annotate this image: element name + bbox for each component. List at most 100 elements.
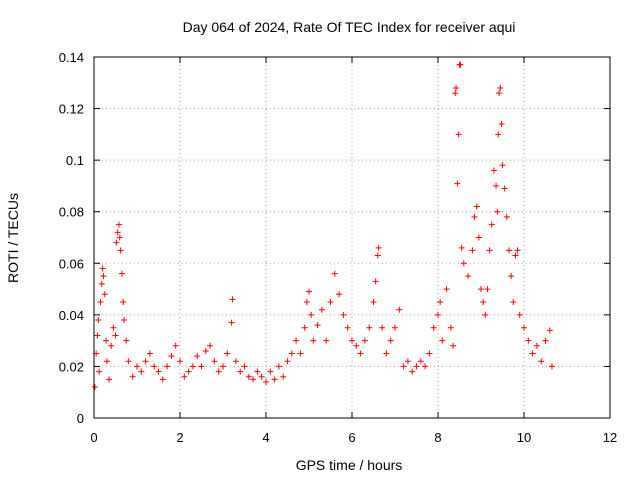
data-point xyxy=(263,378,269,385)
data-point xyxy=(275,363,282,370)
data-point xyxy=(113,239,120,246)
data-point xyxy=(115,221,122,228)
data-point xyxy=(349,337,355,344)
data-point xyxy=(215,368,222,375)
data-point xyxy=(293,337,300,344)
data-point xyxy=(499,162,506,169)
data-point xyxy=(548,363,555,370)
data-point xyxy=(417,358,424,365)
data-point xyxy=(202,347,209,354)
data-point xyxy=(533,342,540,349)
data-point xyxy=(241,363,248,370)
data-point xyxy=(484,286,491,293)
data-point xyxy=(207,342,214,349)
data-point xyxy=(254,368,261,375)
data-point xyxy=(318,306,325,313)
data-point xyxy=(430,324,437,331)
data-point xyxy=(189,363,196,370)
data-point xyxy=(94,332,101,339)
y-axis-label: ROTI / TECUs xyxy=(5,193,21,283)
data-point xyxy=(450,342,457,349)
data-point xyxy=(245,373,252,380)
data-point xyxy=(172,342,179,349)
data-point xyxy=(331,270,338,277)
data-point xyxy=(480,298,487,305)
data-point xyxy=(452,90,459,97)
data-point xyxy=(284,358,291,365)
data-point xyxy=(514,247,521,254)
data-point xyxy=(542,337,549,344)
data-point xyxy=(486,247,493,254)
data-point xyxy=(288,350,295,357)
y-tick-label: 0.1 xyxy=(66,153,84,168)
data-point xyxy=(501,185,508,192)
grid xyxy=(94,57,610,418)
data-point xyxy=(303,298,310,305)
data-point xyxy=(460,260,467,267)
data-point xyxy=(516,311,523,318)
data-point xyxy=(258,373,265,380)
data-point xyxy=(496,90,503,97)
data-point xyxy=(340,311,347,318)
data-point xyxy=(538,358,545,365)
data-point xyxy=(379,324,386,331)
x-axis-label: GPS time / hours xyxy=(296,457,403,473)
data-point xyxy=(229,296,236,303)
data-point xyxy=(108,342,115,349)
data-point xyxy=(110,324,117,331)
data-point xyxy=(447,324,454,331)
data-point xyxy=(383,350,390,357)
y-tick-label: 0.04 xyxy=(59,308,84,323)
data-point xyxy=(458,244,465,251)
data-point xyxy=(103,337,110,344)
axis-ticks: 0 2 4 6 8 10 12 0 0.02 0.04 0.06 0.08 0.1 0.12 0.14 xyxy=(59,50,618,445)
y-tick-label: 0.14 xyxy=(59,50,84,65)
data-point xyxy=(220,363,226,370)
data-point xyxy=(505,247,512,254)
data-point xyxy=(237,368,244,375)
data-point xyxy=(116,234,123,241)
data-point xyxy=(181,373,188,380)
y-tick-label: 0.12 xyxy=(59,102,84,117)
data-point xyxy=(443,286,450,293)
data-point xyxy=(439,337,446,344)
data-point xyxy=(151,363,158,370)
data-point xyxy=(475,234,482,241)
data-point xyxy=(353,342,360,349)
data-point xyxy=(142,358,149,365)
data-point xyxy=(478,286,484,293)
data-point xyxy=(95,317,102,324)
data-point xyxy=(106,376,113,383)
x-tick-label: 6 xyxy=(348,430,355,445)
data-point xyxy=(301,324,308,331)
chart-title: Day 064 of 2024, Rate Of TEC Index for r… xyxy=(183,19,516,35)
data-point xyxy=(134,363,140,370)
data-point xyxy=(521,324,527,331)
data-point xyxy=(125,358,132,365)
x-tick-label: 2 xyxy=(176,430,183,445)
data-point xyxy=(297,350,304,357)
data-point xyxy=(426,350,433,357)
data-point xyxy=(392,324,398,331)
data-point xyxy=(457,61,464,68)
data-point xyxy=(455,131,462,138)
data-point xyxy=(123,337,130,344)
data-point xyxy=(91,384,98,391)
data-point xyxy=(366,324,373,331)
data-point xyxy=(469,247,476,254)
data-point xyxy=(168,353,175,360)
data-point xyxy=(336,291,343,298)
data-point xyxy=(129,373,136,380)
data-point xyxy=(454,180,461,187)
data-point xyxy=(510,298,517,305)
data-point xyxy=(314,322,321,329)
data-points xyxy=(91,61,555,391)
data-point xyxy=(96,368,103,375)
data-point xyxy=(101,291,108,298)
data-point xyxy=(493,182,500,189)
data-point xyxy=(103,358,110,365)
data-point xyxy=(327,298,334,305)
data-point xyxy=(387,337,394,344)
data-point xyxy=(118,270,125,277)
data-point xyxy=(271,376,278,383)
